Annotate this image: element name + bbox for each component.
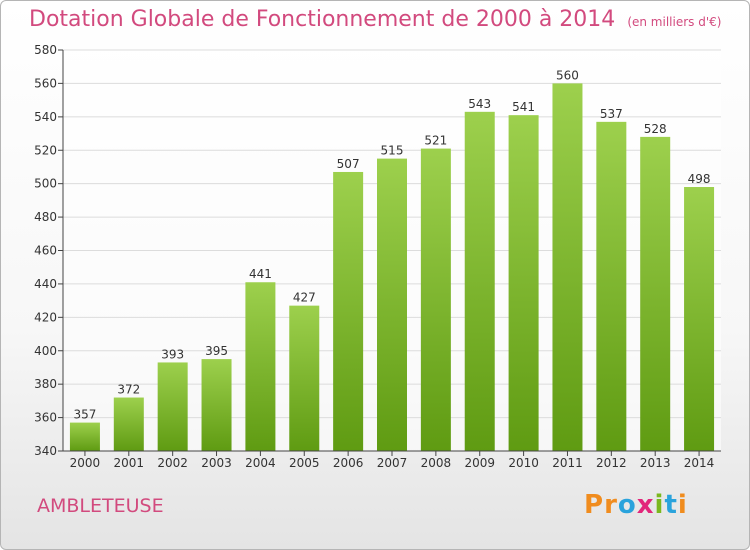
y-tick-label: 580 <box>34 43 57 57</box>
x-tick-label: 2014 <box>684 456 715 470</box>
x-tick-label: 2008 <box>421 456 452 470</box>
data-label: 427 <box>293 291 316 305</box>
logo-letter: P <box>584 490 605 520</box>
x-tick-label: 2007 <box>377 456 408 470</box>
logo-letter: i <box>654 490 665 520</box>
y-tick-label: 460 <box>34 244 57 258</box>
data-label: 498 <box>688 172 711 186</box>
x-tick-label: 2013 <box>640 456 671 470</box>
logo-letter: r <box>604 490 618 520</box>
chart-unit: (en milliers d'€) <box>627 15 722 29</box>
x-tick-label: 2004 <box>245 456 276 470</box>
y-tick-label: 520 <box>34 143 57 157</box>
logo-letter: x <box>636 490 655 520</box>
x-tick-label: 2009 <box>464 456 495 470</box>
chart-title: Dotation Globale de Fonctionnement de 20… <box>29 7 721 32</box>
data-label: 541 <box>512 100 535 114</box>
x-tick-label: 2011 <box>552 456 583 470</box>
data-label: 395 <box>205 344 228 358</box>
bar <box>377 158 407 451</box>
proxiti-logo: Proxiti <box>584 490 688 520</box>
logo-letter: i <box>677 490 688 520</box>
commune-name: AMBLETEUSE <box>37 495 164 517</box>
bar <box>640 136 671 451</box>
data-label: 357 <box>73 408 96 422</box>
bar <box>464 111 495 451</box>
x-tick-label: 2006 <box>333 456 364 470</box>
y-tick-label: 400 <box>34 344 57 358</box>
y-tick-label: 420 <box>34 310 57 324</box>
x-tick-label: 2012 <box>596 456 627 470</box>
y-tick-label: 360 <box>34 411 57 425</box>
bar <box>508 115 539 451</box>
data-label: 393 <box>161 347 184 361</box>
y-tick-label: 500 <box>34 177 57 191</box>
bar <box>289 305 320 451</box>
bar <box>596 121 627 452</box>
x-tick-label: 2002 <box>157 456 188 470</box>
data-label: 507 <box>337 157 360 171</box>
x-tick-label: 2000 <box>70 456 101 470</box>
y-tick-label: 340 <box>34 444 57 458</box>
x-tick-label: 2005 <box>289 456 320 470</box>
data-label: 543 <box>468 97 491 111</box>
data-label: 528 <box>644 122 667 136</box>
bar <box>684 187 715 451</box>
logo-letter: o <box>617 490 637 520</box>
y-tick-label: 380 <box>34 377 57 391</box>
chart-title-text: Dotation Globale de Fonctionnement de 20… <box>29 7 616 32</box>
x-tick-label: 2001 <box>114 456 145 470</box>
y-tick-label: 560 <box>34 76 57 90</box>
logo-letter: t <box>664 490 678 520</box>
data-label: 372 <box>117 383 140 397</box>
data-label: 537 <box>600 107 623 121</box>
bar <box>245 282 276 451</box>
bar <box>552 83 583 452</box>
bar <box>201 359 232 451</box>
y-tick-label: 540 <box>34 110 57 124</box>
bar <box>333 171 364 452</box>
bar <box>113 397 144 451</box>
bar <box>157 362 188 451</box>
data-label: 515 <box>381 144 404 158</box>
y-tick-label: 480 <box>34 210 57 224</box>
x-tick-label: 2003 <box>201 456 232 470</box>
data-label: 441 <box>249 267 272 281</box>
data-label: 521 <box>424 134 447 148</box>
data-label: 560 <box>556 68 579 82</box>
bar <box>420 148 451 451</box>
y-tick-label: 440 <box>34 277 57 291</box>
bar <box>69 422 100 451</box>
x-tick-label: 2010 <box>508 456 539 470</box>
